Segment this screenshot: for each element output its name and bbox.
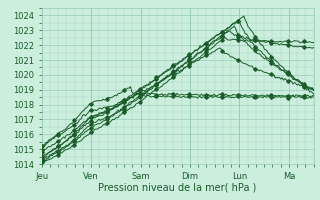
X-axis label: Pression niveau de la mer( hPa ): Pression niveau de la mer( hPa ) bbox=[99, 182, 257, 192]
